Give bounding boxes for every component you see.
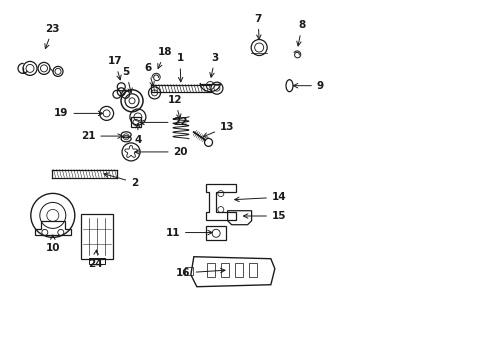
Text: 23: 23 [45, 24, 60, 49]
Bar [206, 226, 225, 240]
Text: 4: 4 [134, 123, 142, 145]
Text: 22: 22 [140, 117, 188, 127]
Text: 14: 14 [234, 192, 286, 202]
Text: 17: 17 [107, 56, 122, 80]
Bar [221, 263, 228, 277]
Bar [248, 263, 256, 277]
Text: 6: 6 [144, 63, 154, 86]
Text: 20: 20 [135, 147, 188, 157]
Text: 24: 24 [88, 250, 102, 269]
Bar [234, 263, 243, 277]
Text: 2: 2 [104, 173, 138, 188]
Text: 13: 13 [203, 122, 234, 137]
Bar [206, 263, 214, 277]
Text: 15: 15 [243, 211, 286, 221]
Text: 12: 12 [167, 95, 182, 119]
Text: 1: 1 [176, 53, 183, 82]
Text: 18: 18 [158, 47, 172, 68]
Text: 5: 5 [122, 67, 132, 93]
Text: 21: 21 [81, 131, 122, 141]
Bar [184, 267, 192, 275]
Text: 8: 8 [296, 20, 305, 46]
Bar [89, 258, 104, 264]
Text: 16: 16 [176, 268, 224, 278]
Text: 3: 3 [209, 53, 218, 77]
Bar [131, 117, 141, 127]
Text: 7: 7 [254, 14, 262, 39]
Text: 19: 19 [54, 108, 102, 118]
Text: 11: 11 [165, 228, 212, 238]
Text: 9: 9 [293, 81, 324, 91]
Text: 10: 10 [45, 235, 60, 253]
